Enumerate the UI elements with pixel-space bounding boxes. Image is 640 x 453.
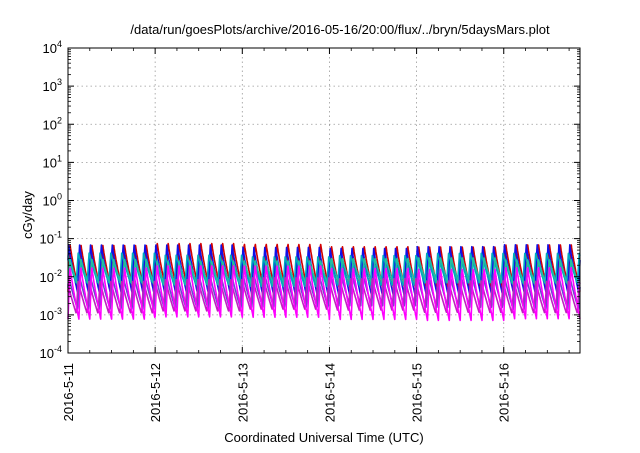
y-tick-label: 10-4 (40, 344, 62, 361)
x-tick-label: 2016-5-14 (322, 363, 337, 422)
y-tick-label: 103 (43, 77, 62, 94)
x-tick-label: 2016-5-12 (148, 363, 163, 422)
y-tick-label: 101 (43, 153, 62, 170)
axis-ticks: 10-4 10-3 10-2 10-1 100 101 102 103 104 2016-5-11… (40, 39, 580, 422)
y-tick-label: 10-2 (40, 268, 62, 285)
series-line (67, 277, 581, 314)
y-axis-label: cGy/day (20, 191, 35, 239)
chart-title: /data/run/goesPlots/archive/2016-05-16/2… (130, 22, 550, 37)
series-line (67, 265, 581, 322)
x-axis-label: Coordinated Universal Time (UTC) (224, 430, 423, 445)
y-tick-label: 102 (43, 115, 62, 132)
y-tick-label: 100 (43, 192, 62, 209)
y-tick-label: 10-1 (40, 230, 62, 247)
series-group (67, 242, 581, 322)
x-tick-label: 2016-5-16 (497, 363, 512, 422)
x-tick-label: 2016-5-15 (410, 363, 425, 422)
y-tick-label: 10-3 (40, 306, 62, 323)
grid-lines (68, 48, 580, 353)
series-line (67, 257, 581, 291)
y-tick-label: 104 (43, 39, 62, 56)
x-tick-label: 2016-5-11 (61, 363, 76, 421)
x-tick-label: 2016-5-13 (235, 363, 250, 422)
